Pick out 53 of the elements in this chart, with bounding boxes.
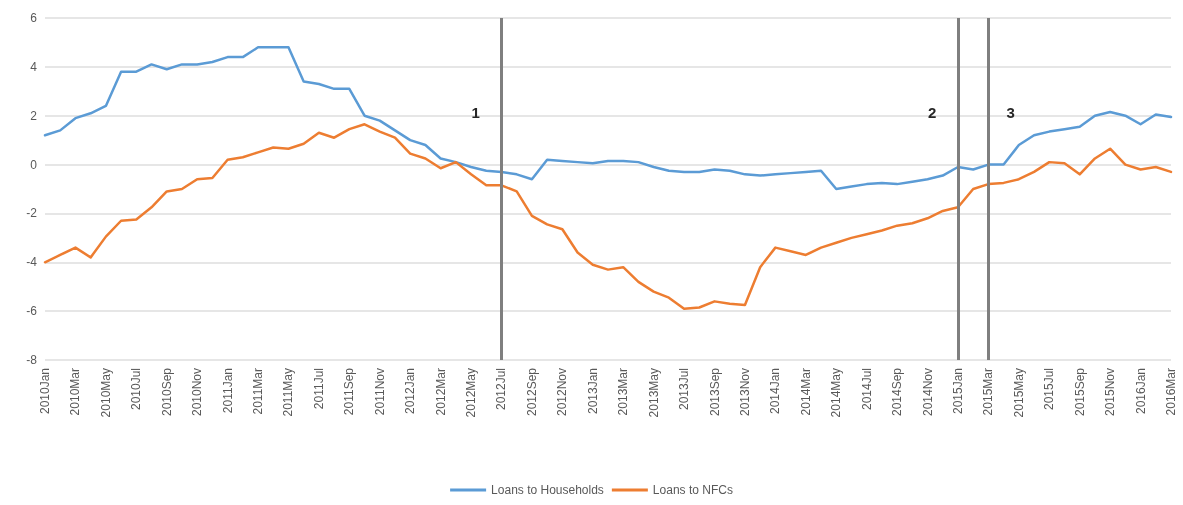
ref-line-label: 1: [471, 103, 480, 121]
x-tick-label: 2016Mar: [1164, 368, 1178, 416]
x-tick-label: 2010May: [98, 368, 113, 418]
x-tick-label: 2010Sep: [159, 367, 174, 417]
x-tick-label: 2014Jul: [859, 368, 874, 411]
line-series: [43, 46, 1173, 191]
y-tick-label: 0: [30, 157, 38, 172]
y-tick-label: -2: [26, 206, 38, 221]
x-tick-label: 2015Sep: [1072, 367, 1087, 417]
x-tick-label: 2015Mar: [981, 368, 996, 416]
x-tick-label: 2014May: [829, 368, 844, 418]
legend-label: Loans to Households: [491, 483, 604, 497]
x-tick-label: 2012May: [464, 368, 479, 418]
x-tick-label: 2015May: [1011, 368, 1026, 418]
x-tick-label: 2015Jan: [950, 368, 965, 415]
x-tick-label: 2013Sep: [707, 367, 722, 417]
x-tick-label: 2012Mar: [433, 368, 448, 416]
x-tick-label: 2015Jul: [1042, 368, 1057, 411]
x-tick-label: 2010Nov: [190, 368, 205, 417]
x-tick-label: 2013Nov: [737, 368, 752, 417]
x-tick-label: 2013Jan: [585, 368, 600, 415]
y-tick-label: -8: [26, 353, 38, 367]
y-tick-label: -6: [26, 304, 38, 319]
y-tick-label: 4: [30, 59, 38, 74]
y-tick-label: 6: [30, 11, 38, 25]
x-tick-label: 2012Jul: [494, 368, 509, 411]
x-tick-label: 2014Sep: [890, 367, 905, 417]
x-tick-label: 2012Sep: [524, 367, 539, 417]
ref-line-label: 3: [1006, 103, 1015, 121]
x-tick-label: 2011Jan: [220, 368, 235, 414]
x-tick-label: 2014Mar: [798, 368, 813, 416]
x-tick-label: 2011Sep: [342, 367, 357, 416]
x-tick-label: 2010Jul: [129, 368, 144, 411]
x-tick-label: 2012Nov: [555, 368, 570, 417]
y-tick-label: -4: [26, 255, 38, 270]
x-tick-label: 2011Mar: [251, 368, 266, 415]
x-tick-label: 2014Jan: [768, 368, 783, 415]
x-tick-label: 2011May: [281, 368, 296, 417]
x-tick-label: 2013Jul: [677, 368, 692, 411]
x-tick-label: 2010Mar: [68, 368, 83, 416]
ref-line-label: 2: [927, 103, 937, 121]
line-series: [43, 123, 1173, 310]
x-tick-label: 2013May: [646, 368, 661, 418]
x-tick-label: 2011Jul: [311, 368, 326, 410]
x-tick-label: 2011Nov: [372, 368, 387, 416]
x-tick-label: 2015Nov: [1103, 368, 1118, 417]
legend-label: Loans to NFCs: [652, 483, 733, 497]
y-tick-label: 2: [30, 108, 38, 123]
x-tick-label: 2014Nov: [920, 368, 935, 417]
x-tick-label: 2013Mar: [616, 368, 631, 416]
x-tick-label: 2010Jan: [38, 368, 52, 415]
x-tick-label: 2016Jan: [1133, 368, 1148, 415]
x-tick-label: 2012Jan: [403, 368, 418, 415]
